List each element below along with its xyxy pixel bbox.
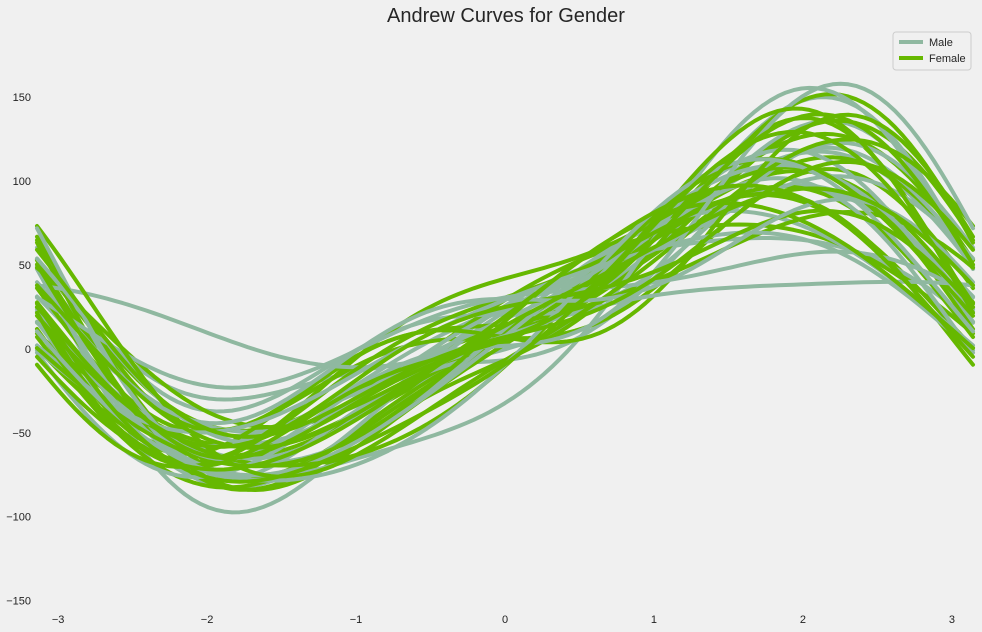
x-tick-label: −3 bbox=[52, 614, 65, 626]
x-tick-label: 2 bbox=[800, 614, 806, 626]
x-tick-label: 1 bbox=[651, 614, 657, 626]
y-tick-label: −100 bbox=[6, 512, 31, 524]
x-axis-tick-labels: −3 −2 −1 0 1 2 3 bbox=[52, 614, 955, 626]
y-tick-label: 100 bbox=[13, 176, 31, 188]
y-tick-label: 50 bbox=[19, 260, 31, 272]
curve-female bbox=[35, 159, 975, 439]
curves-layer bbox=[35, 81, 975, 515]
curve-female bbox=[35, 208, 975, 449]
y-tick-label: 0 bbox=[25, 344, 31, 356]
curve-female bbox=[35, 201, 975, 469]
legend: Male Female bbox=[892, 31, 972, 71]
legend-label-female: Female bbox=[929, 53, 966, 65]
x-tick-label: 3 bbox=[949, 614, 955, 626]
x-tick-label: −1 bbox=[350, 614, 363, 626]
y-tick-label: −50 bbox=[12, 428, 31, 440]
legend-label-male: Male bbox=[929, 37, 953, 49]
chart-title: Andrew Curves for Gender bbox=[387, 5, 625, 27]
y-tick-label: 150 bbox=[13, 92, 31, 104]
y-tick-label: −150 bbox=[6, 596, 31, 608]
curve-female bbox=[35, 129, 975, 484]
curve-female bbox=[35, 137, 975, 479]
y-axis-tick-labels: −150 −100 −50 0 50 100 150 bbox=[6, 92, 31, 608]
x-tick-label: −2 bbox=[201, 614, 214, 626]
x-tick-label: 0 bbox=[502, 614, 508, 626]
curve-female bbox=[35, 183, 975, 472]
curve-female bbox=[35, 186, 975, 450]
